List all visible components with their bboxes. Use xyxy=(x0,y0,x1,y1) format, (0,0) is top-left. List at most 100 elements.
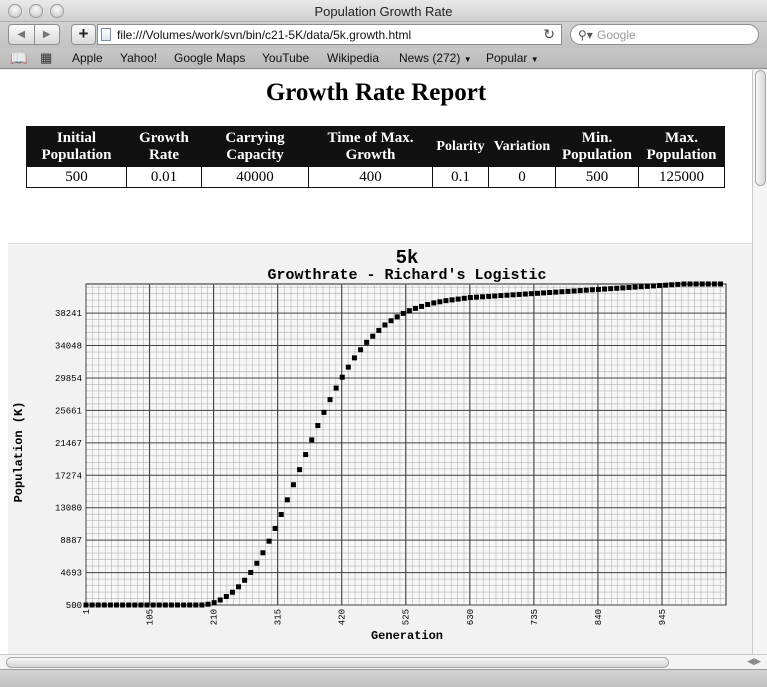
chevron-down-icon: ▼ xyxy=(463,55,472,64)
y-tick-label: 13080 xyxy=(55,504,82,514)
y-tick-label: 17274 xyxy=(55,471,82,481)
table-cell: 0.01 xyxy=(126,166,202,188)
forward-arrow-icon: ▶ xyxy=(42,29,51,40)
page-icon xyxy=(101,28,111,41)
bookmark-news[interactable]: News (272) ▼ xyxy=(399,51,472,65)
data-point xyxy=(687,281,693,287)
major-grid xyxy=(85,284,726,606)
data-point xyxy=(333,385,339,391)
data-point xyxy=(602,286,608,292)
y-axis-ticks: 500 4693 8887 13080 17274 21467 25661 29854 3404… xyxy=(55,309,82,611)
bookmark-yahoo[interactable]: Yahoo! xyxy=(120,51,158,65)
data-point xyxy=(211,600,217,606)
bookmark-youtube[interactable]: YouTube xyxy=(262,51,310,65)
data-point xyxy=(162,602,168,608)
data-point xyxy=(156,602,162,608)
data-point xyxy=(266,538,272,544)
data-point xyxy=(455,296,461,302)
data-point xyxy=(394,314,400,320)
data-point xyxy=(193,602,199,608)
window-title: Population Growth Rate xyxy=(314,4,453,19)
data-point xyxy=(626,284,632,290)
address-bar[interactable]: file:///Volumes/work/svn/bin/c21-5K/data… xyxy=(97,24,562,45)
data-point xyxy=(242,577,248,583)
vertical-scrollbar[interactable] xyxy=(752,70,767,654)
data-point xyxy=(443,298,449,304)
bookmark-apple[interactable]: Apple xyxy=(72,51,103,65)
data-point xyxy=(461,295,467,301)
data-point xyxy=(718,281,724,287)
data-point xyxy=(83,602,89,608)
page-content: Growth Rate Report Initial Population Gro… xyxy=(0,70,752,654)
column-header: Carrying Capacity xyxy=(201,126,309,167)
data-point xyxy=(467,295,473,301)
data-point xyxy=(583,287,589,293)
search-icon[interactable]: ⚲▾ xyxy=(578,28,593,42)
data-point xyxy=(541,290,547,296)
forward-button[interactable]: ▶ xyxy=(33,25,60,44)
table-cell: 0 xyxy=(488,166,556,188)
data-point xyxy=(229,589,235,595)
open-book-icon[interactable]: 📖 xyxy=(10,50,28,66)
x-tick-label: 525 xyxy=(402,609,412,625)
horizontal-scrollbar[interactable]: ◀▶ xyxy=(0,654,767,669)
bookmark-popular[interactable]: Popular ▼ xyxy=(486,51,539,65)
data-point xyxy=(199,602,205,608)
data-point xyxy=(175,602,181,608)
data-point xyxy=(650,283,656,289)
data-point xyxy=(107,602,113,608)
url-text[interactable]: file:///Volumes/work/svn/bin/c21-5K/data… xyxy=(117,28,412,42)
data-point xyxy=(510,292,516,298)
zoom-window-button[interactable] xyxy=(50,4,64,18)
data-point xyxy=(638,284,644,290)
vertical-scroll-thumb[interactable] xyxy=(755,70,766,186)
y-tick-label: 29854 xyxy=(55,374,82,384)
data-points xyxy=(83,281,724,608)
data-point xyxy=(95,602,101,608)
table-cell: 500 xyxy=(555,166,639,188)
data-point xyxy=(345,364,351,370)
reload-icon[interactable]: ↻ xyxy=(543,26,555,42)
close-window-button[interactable] xyxy=(8,4,22,18)
minimize-window-button[interactable] xyxy=(29,4,43,18)
search-placeholder: Google xyxy=(597,28,636,42)
data-point xyxy=(120,602,126,608)
data-point xyxy=(236,584,242,590)
scroll-arrows-icon[interactable]: ◀▶ xyxy=(747,656,761,666)
data-point xyxy=(504,292,510,298)
search-field[interactable]: ⚲▾ Google xyxy=(570,24,759,45)
column-header: Variation xyxy=(488,126,556,167)
data-point xyxy=(150,602,156,608)
data-point xyxy=(126,602,132,608)
data-point xyxy=(412,305,418,311)
data-point xyxy=(498,293,504,299)
grid-icon[interactable]: ▦ xyxy=(40,50,53,65)
data-point xyxy=(358,347,364,353)
data-point xyxy=(608,286,614,292)
data-point xyxy=(101,602,107,608)
data-point xyxy=(144,602,150,608)
data-point xyxy=(388,318,394,324)
data-point xyxy=(571,288,577,294)
data-point xyxy=(290,482,296,488)
data-point xyxy=(528,291,534,297)
report-table: Initial Population Growth Rate Carrying Cap… xyxy=(26,126,725,188)
data-point xyxy=(370,333,376,339)
chart-subtitle: Growthrate - Richard's Logistic xyxy=(267,267,546,284)
horizontal-scroll-thumb[interactable] xyxy=(6,657,669,668)
data-point xyxy=(669,282,675,288)
data-point xyxy=(339,374,345,380)
y-axis-label: Population (K) xyxy=(12,402,26,503)
table-cell: 0.1 xyxy=(432,166,489,188)
y-tick-label: 34048 xyxy=(55,342,82,352)
bookmark-google-maps[interactable]: Google Maps xyxy=(174,51,246,65)
x-axis-label: Generation xyxy=(371,629,443,643)
column-header: Min. Population xyxy=(555,126,639,167)
data-point xyxy=(89,602,95,608)
back-button[interactable]: ◀ xyxy=(9,25,34,44)
x-axis-ticks: 1 105 210 315 420 525 630 735 840 945 xyxy=(82,609,668,625)
bookmark-wikipedia[interactable]: Wikipedia xyxy=(327,51,380,65)
add-bookmark-button[interactable]: + xyxy=(71,24,96,45)
data-point xyxy=(663,282,669,288)
data-point xyxy=(321,409,327,415)
